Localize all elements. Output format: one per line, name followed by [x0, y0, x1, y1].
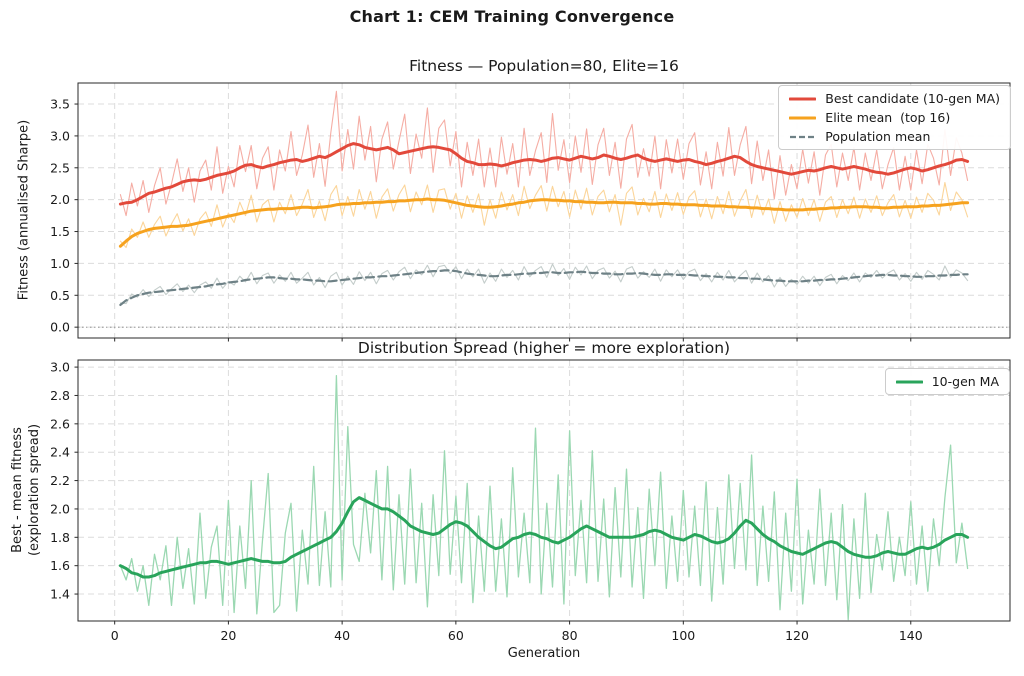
x-tick-label: 0	[111, 628, 119, 643]
y-tick-label: 2.0	[50, 192, 70, 207]
x-tick-label: 60	[448, 628, 464, 643]
x-tick-label: 120	[785, 628, 809, 643]
y-tick-label: 3.0	[50, 128, 70, 143]
series-elite-ma	[118, 197, 970, 248]
legend-line-swatch	[790, 135, 816, 138]
series-spread-ma	[118, 496, 970, 579]
y-tick-label: 1.4	[50, 587, 70, 602]
series-pop-ma	[119, 269, 969, 306]
series-best-ma	[118, 142, 970, 206]
series-spread-raw	[119, 374, 969, 621]
x-tick-label: 140	[899, 628, 923, 643]
y-tick-label: 2.5	[50, 160, 70, 175]
spread-legend: 10-gen MA	[884, 368, 1010, 395]
series-best-raw	[119, 90, 969, 217]
x-tick-label: 80	[562, 628, 578, 643]
legend-label: 10-gen MA	[931, 374, 999, 389]
axes-spines	[77, 82, 1011, 339]
y-tick-label: 2.2	[50, 473, 70, 488]
y-tick-label: 2.0	[50, 501, 70, 516]
y-tick-label: 2.6	[50, 416, 70, 431]
fitness-axes: 0.0 0.5 1.0 1.5 2.0 2.5 3.0 3.5	[50, 82, 1011, 342]
y-tick-label: 2.8	[50, 388, 70, 403]
y-tick-label: 1.0	[50, 256, 70, 271]
y-tick-label: 3.0	[50, 360, 70, 375]
spread-y-axis-label: Best - mean fitness (exploration spread)	[10, 423, 42, 557]
legend-entry: Elite mean (top 16)	[789, 110, 1000, 125]
y-tick-label: 2.4	[50, 445, 70, 460]
spread-subplot-title: Distribution Spread (higher = more explo…	[357, 339, 731, 357]
series-pop-raw	[119, 263, 969, 305]
legend-entry: Population mean	[789, 129, 1000, 144]
y-tick-label: 0.0	[50, 320, 70, 335]
legend-entry: Best candidate (10-gen MA)	[789, 91, 1000, 106]
y-tick-label: 0.5	[50, 288, 70, 303]
legend-line-swatch	[895, 380, 923, 383]
legend-label: Best candidate (10-gen MA)	[825, 91, 1000, 106]
x-tick-label: 100	[671, 628, 695, 643]
series-elite-raw	[119, 181, 969, 249]
y-tick-label: 1.8	[50, 530, 70, 545]
legend-entry: 10-gen MA	[895, 374, 999, 389]
figure-title: Chart 1: CEM Training Convergence	[349, 7, 675, 26]
y-tick-label: 1.6	[50, 558, 70, 573]
legend-line-swatch	[789, 97, 817, 100]
legend-label: Population mean	[825, 129, 931, 144]
x-axis-label: Generation	[507, 646, 581, 661]
fitness-y-axis-label: Fitness (annualised Sharpe)	[16, 119, 32, 301]
fitness-subplot-title: Fitness — Population=80, Elite=16	[409, 57, 679, 75]
y-tick-label: 1.5	[50, 224, 70, 239]
legend-line-swatch	[789, 116, 817, 119]
spread-axes: 0 20 40 60 80 100 120 140 1.4 1.6 1.8 2.0 2.2 2.4 2.6 2…	[50, 359, 1011, 643]
x-tick-label: 40	[334, 628, 350, 643]
fitness-legend: Best candidate (10-gen MA) Elite mean (to…	[778, 85, 1011, 150]
x-tick-label: 20	[220, 628, 236, 643]
y-tick-label: 3.5	[50, 97, 70, 112]
axes-spines	[77, 359, 1011, 622]
legend-label: Elite mean (top 16)	[825, 110, 951, 125]
